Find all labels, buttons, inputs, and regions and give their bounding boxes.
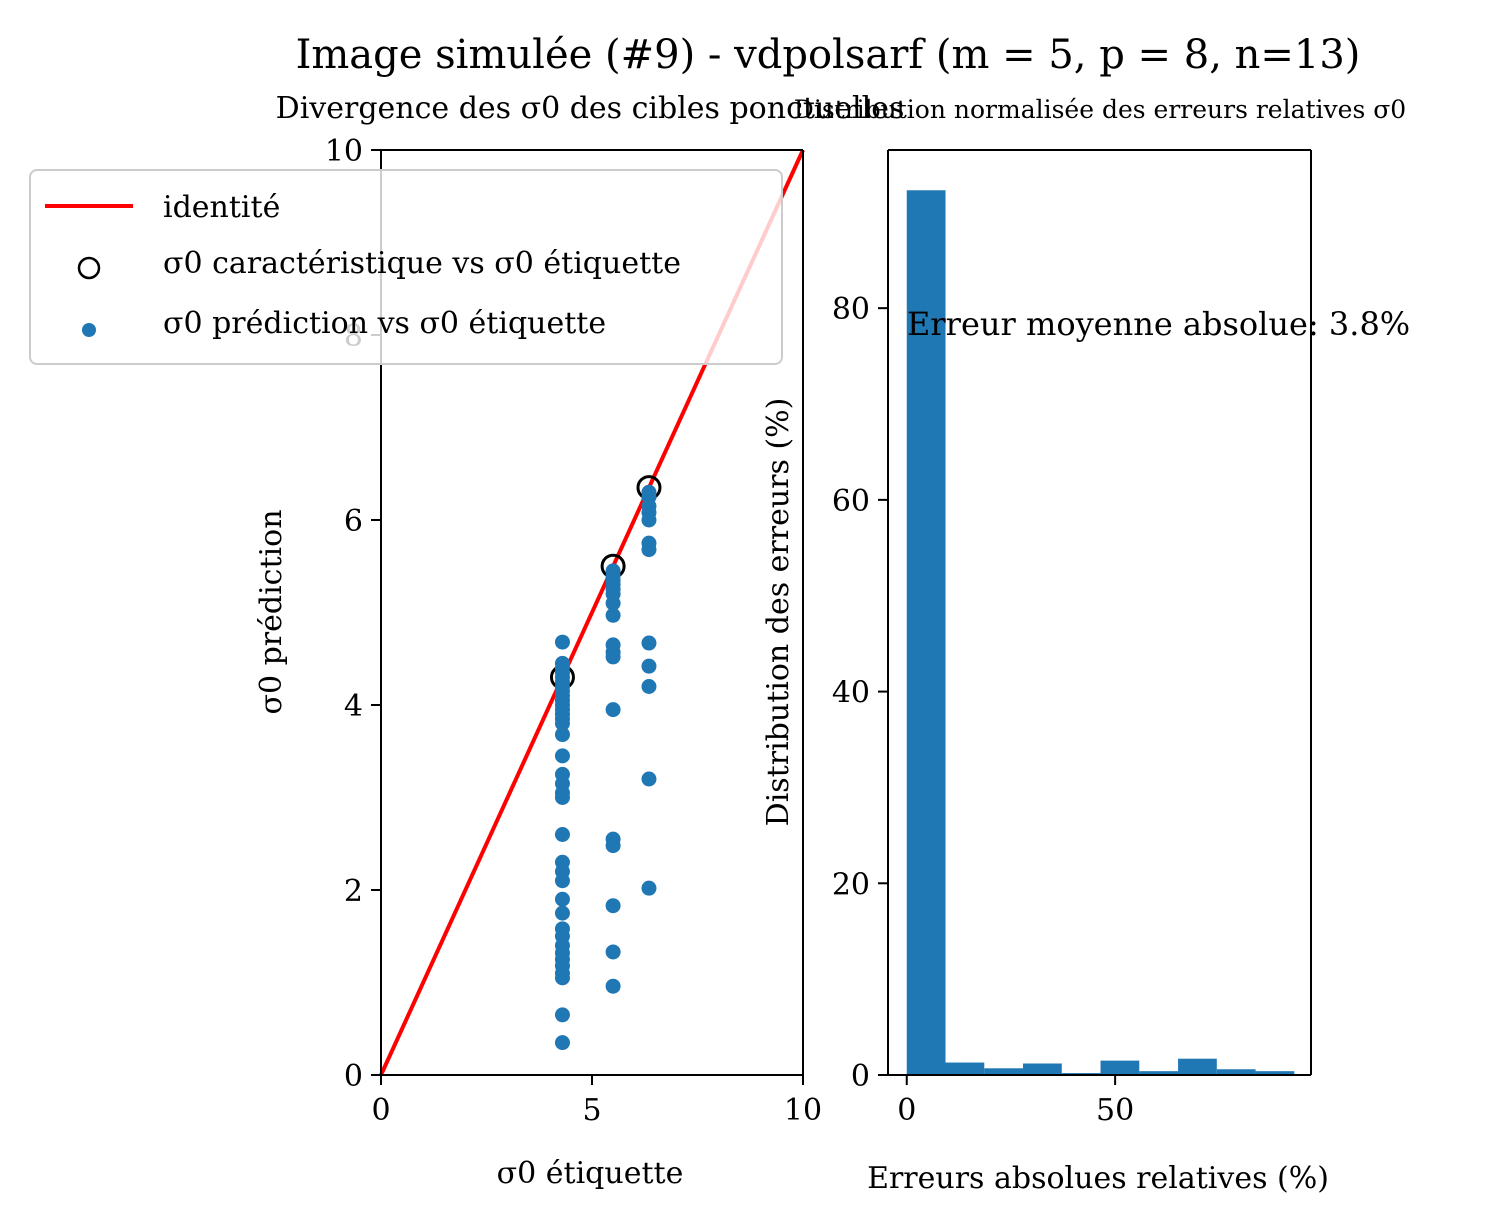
scatter-x-label: σ0 étiquette <box>497 1156 684 1191</box>
scatter-points <box>549 475 662 1051</box>
x-tick-label: 50 <box>1096 1093 1134 1128</box>
legend-characteristic-swatch <box>77 256 101 280</box>
prediction-point <box>554 970 570 986</box>
prediction-point <box>605 607 621 623</box>
prediction-point <box>641 635 657 651</box>
y-tick-label: 10 <box>325 134 363 169</box>
histogram-panel: Distribution normalisée des erreurs rela… <box>761 95 1410 1196</box>
prediction-point <box>605 838 621 854</box>
prediction-point <box>554 716 570 731</box>
histogram-bar <box>1139 1071 1179 1075</box>
prediction-point <box>554 634 570 650</box>
x-tick-label: 0 <box>897 1093 916 1128</box>
legend-identity-label: identité <box>163 190 280 225</box>
histogram-bar <box>1255 1071 1295 1075</box>
histogram-annotation: Erreur moyenne absolue: 3.8% <box>907 305 1410 343</box>
histogram-x-label: Erreurs absolues relatives (%) <box>867 1161 1329 1196</box>
prediction-point <box>605 944 621 960</box>
histogram-bar <box>1100 1060 1140 1075</box>
prediction-point <box>554 790 570 805</box>
histogram-bars <box>906 190 1295 1076</box>
prediction-point <box>641 771 657 787</box>
legend-frame <box>29 169 783 365</box>
y-tick-label: 20 <box>832 867 870 902</box>
prediction-point <box>554 748 570 764</box>
prediction-point <box>641 658 657 674</box>
histogram-x-ticks: 0 50 <box>897 1075 1134 1128</box>
prediction-point <box>605 702 621 718</box>
x-tick-label: 0 <box>371 1093 390 1128</box>
x-tick-label: 10 <box>784 1093 822 1128</box>
scatter-title: Divergence des σ0 des cibles ponctuelles <box>276 91 905 126</box>
prediction-point <box>641 679 657 694</box>
figure-suptitle: Image simulée (#9) - vdpolsarf (m = 5, p… <box>296 32 1361 78</box>
prediction-point <box>554 905 570 921</box>
histogram-bar <box>1023 1063 1062 1075</box>
histogram-bar <box>1178 1058 1217 1075</box>
x-tick-label: 5 <box>582 1093 601 1128</box>
prediction-point <box>554 1035 570 1051</box>
legend-prediction-swatch <box>82 323 96 337</box>
y-tick-label: 0 <box>344 1059 363 1094</box>
y-tick-label: 6 <box>344 504 363 539</box>
histogram-bar <box>906 190 946 1076</box>
prediction-point <box>554 1007 570 1023</box>
prediction-point <box>605 898 621 914</box>
prediction-point <box>605 649 621 665</box>
y-tick-label: 2 <box>344 874 363 909</box>
y-tick-label: 60 <box>832 484 870 519</box>
scatter-y-label: σ0 prédiction <box>254 509 289 714</box>
histogram-title: Distribution normalisée des erreurs rela… <box>794 95 1406 124</box>
y-tick-label: 40 <box>832 676 870 711</box>
y-tick-label: 80 <box>832 292 870 327</box>
scatter-x-ticks: 0 5 10 <box>371 1075 822 1128</box>
y-tick-label: 0 <box>851 1059 870 1094</box>
histogram-bar <box>984 1068 1024 1075</box>
prediction-point <box>605 978 621 994</box>
scatter-panel: Divergence des σ0 des cibles ponctuelles… <box>29 91 905 1191</box>
prediction-point <box>554 873 570 889</box>
prediction-point <box>554 727 570 743</box>
scatter-legend: identité σ0 caractéristique vs σ0 étique… <box>29 169 783 365</box>
y-tick-label: 4 <box>344 689 363 724</box>
legend-prediction-label: σ0 prédiction vs σ0 étiquette <box>163 306 606 341</box>
legend-characteristic-label: σ0 caractéristique vs σ0 étiquette <box>163 246 681 281</box>
prediction-point <box>641 512 657 528</box>
prediction-point <box>641 880 657 896</box>
prediction-point <box>641 542 657 558</box>
histogram-bar <box>1216 1069 1256 1075</box>
histogram-y-ticks: 0 20 40 60 80 <box>832 292 888 1094</box>
prediction-point <box>554 891 570 907</box>
prediction-point <box>554 827 570 842</box>
prediction-point <box>605 595 621 611</box>
histogram-y-label: Distribution des erreurs (%) <box>761 398 796 827</box>
histogram-bar <box>945 1062 985 1075</box>
